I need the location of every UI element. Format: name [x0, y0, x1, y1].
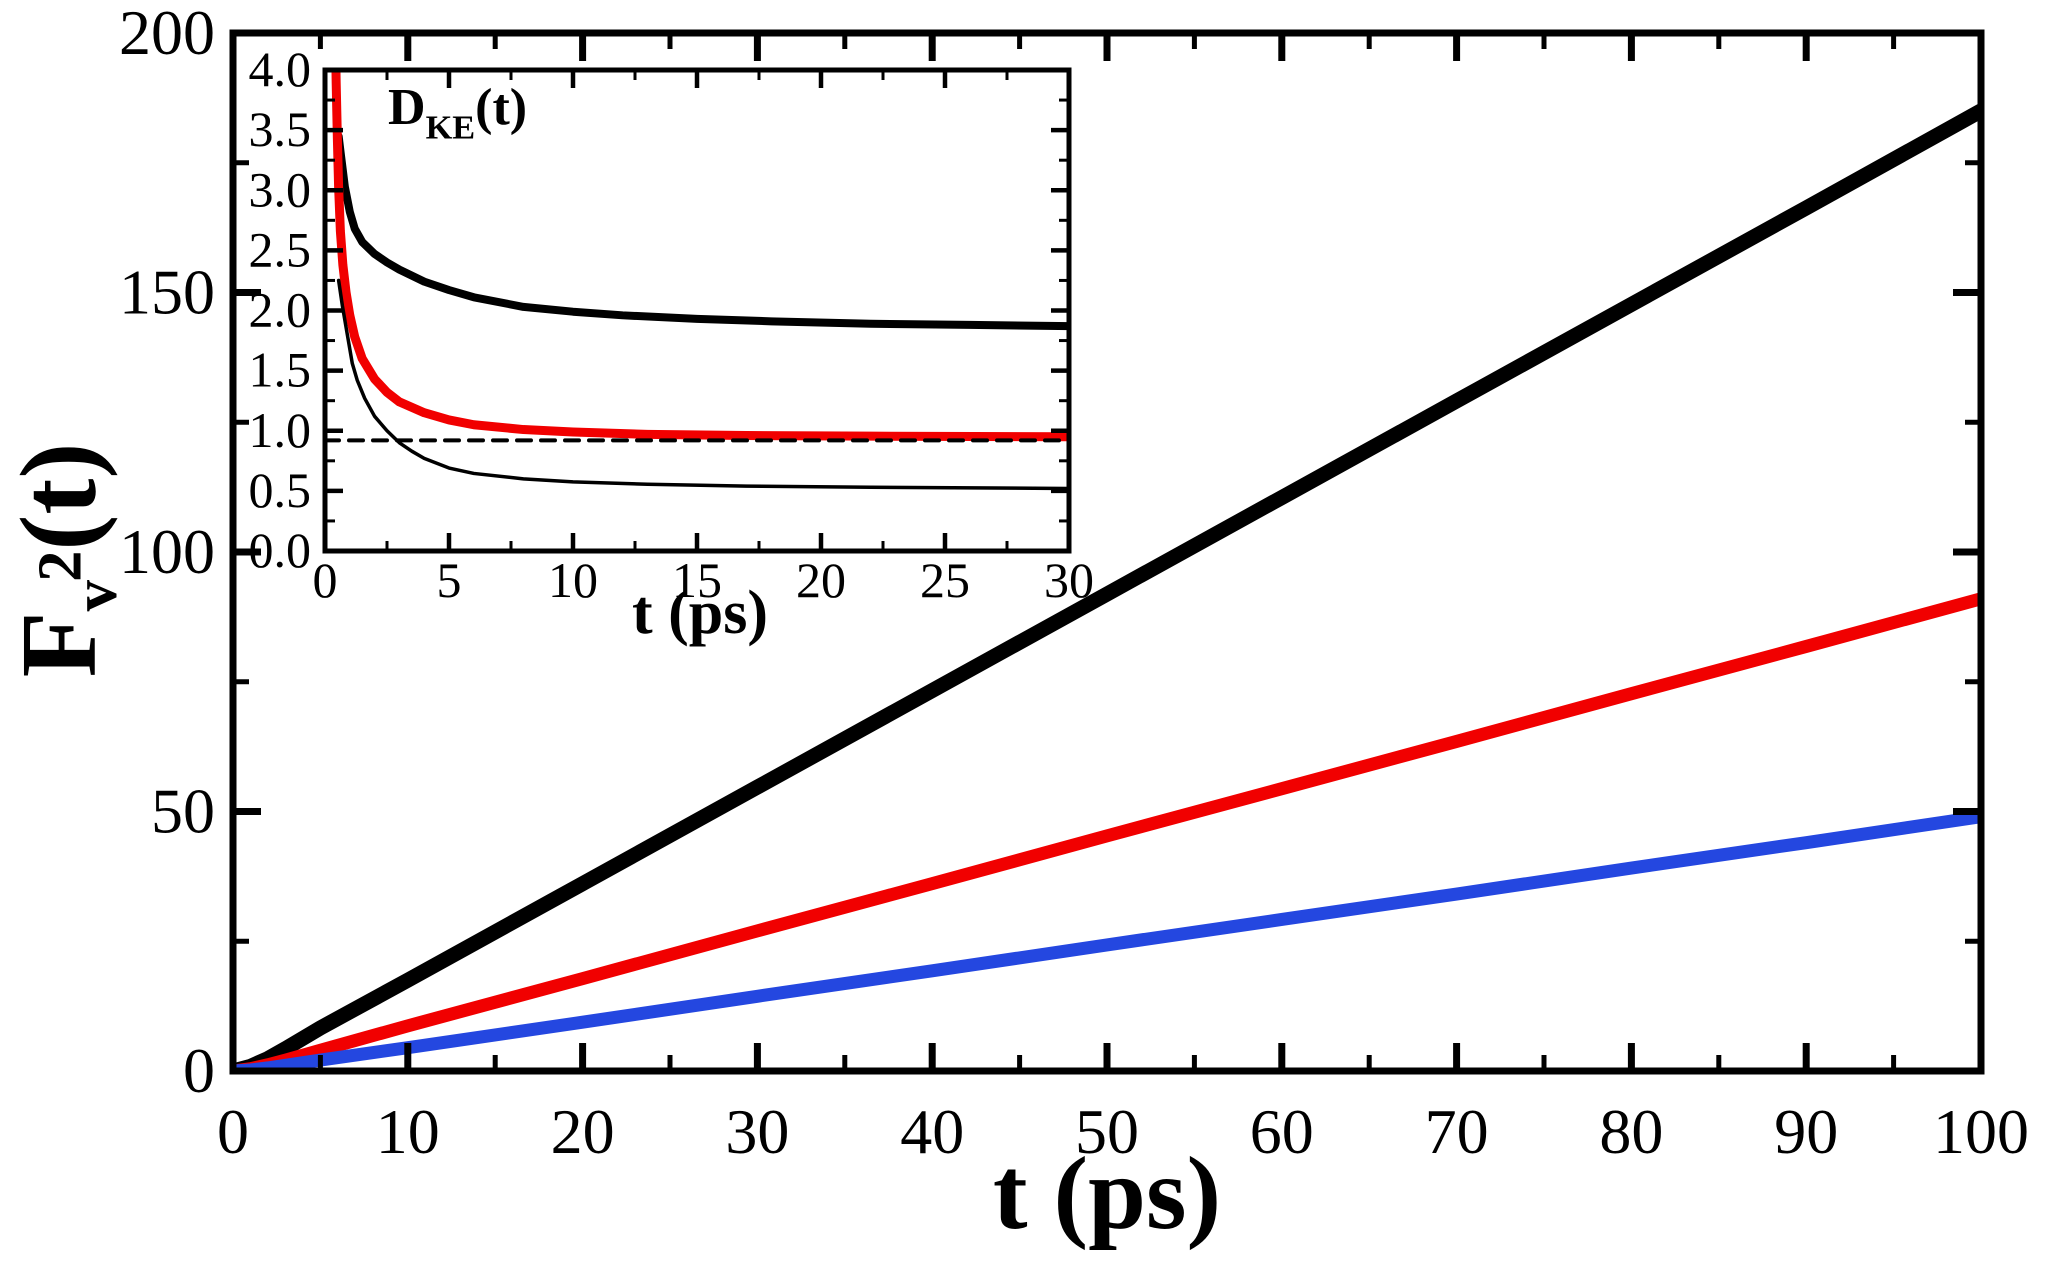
main-x-tick-label: 30 — [725, 1096, 789, 1167]
inset-chart: 0 5 10 15 20 25 30 0.00.51.01.52.02.53.03.54.0 — [249, 41, 1095, 608]
inset-y-tick-label: 3.0 — [249, 161, 312, 217]
main-x-tick-label: 70 — [1425, 1096, 1489, 1167]
main-series-group — [233, 103, 1981, 1071]
main-x-tick-label: 0 — [217, 1096, 249, 1167]
inset-x-tick-label: 30 — [1044, 552, 1094, 608]
inset-y-tick-label: 2.5 — [249, 221, 312, 277]
main-y-tick-label: 200 — [119, 0, 215, 68]
inset-x-tick-label: 25 — [920, 552, 970, 608]
main-y-tick-label: 150 — [119, 257, 215, 328]
main-x-tick-label: 80 — [1599, 1096, 1663, 1167]
main-y-tick-label: 100 — [119, 516, 215, 587]
inset-title: DKE(t) — [388, 82, 527, 145]
inset-title-base: D — [388, 79, 426, 136]
main-y-tick-label: 50 — [151, 776, 215, 847]
y-title-base: F — [0, 611, 119, 678]
main-x-tick-label: 20 — [551, 1096, 615, 1167]
main-x-tick-label: 50 — [1075, 1096, 1139, 1167]
inset-y-tick-label: 2.0 — [249, 282, 312, 338]
inset-y-tick-label: 4.0 — [249, 41, 312, 97]
main-x-tick-label: 40 — [900, 1096, 964, 1167]
inset-x-tick-label: 20 — [796, 552, 846, 608]
y-title-subscript: v — [59, 580, 130, 612]
inset-y-tick-label: 3.5 — [249, 101, 312, 157]
inset-y-tick-label: 1.0 — [249, 402, 312, 458]
main-x-tick-label: 10 — [376, 1096, 440, 1167]
inset-y-tick-label: 0.5 — [249, 462, 312, 518]
main-series-blue-line — [233, 810, 1981, 1071]
main-x-tick-label: 60 — [1250, 1096, 1314, 1167]
main-x-tick-label: 90 — [1774, 1096, 1838, 1167]
x-title-text: t (ps) — [992, 1136, 1222, 1251]
main-series-red-line — [233, 592, 1981, 1071]
inset-x-tick-label: 10 — [548, 552, 598, 608]
inset-title-subscript: KE — [425, 108, 476, 147]
main-x-axis-title: t (ps) — [993, 1142, 1221, 1246]
inset-series-thick-black-curve — [334, 132, 1069, 331]
inset-title-argument: (t) — [475, 79, 528, 136]
inset-series-red-curve — [331, 70, 1069, 442]
inset-x-tick-label: 0 — [313, 552, 338, 608]
inset-series-thin-black-curve — [336, 278, 1069, 491]
inset-y-tick-label: 0.0 — [249, 522, 312, 578]
main-y-axis-title: Fv2(t) — [0, 443, 130, 678]
inset-x-tick-label: 15 — [672, 552, 722, 608]
inset-y-tick-label: 1.5 — [249, 342, 312, 398]
inset-x-axis-title: t (ps) — [632, 582, 768, 644]
inset-series-group — [325, 70, 1069, 491]
inset-x-tick-label: 5 — [437, 552, 462, 608]
y-title-argument: (t) — [0, 442, 119, 551]
main-x-tick-label: 100 — [1933, 1096, 2029, 1167]
y-title-superscript: 2 — [24, 550, 95, 582]
main-series-black-line — [233, 103, 1981, 1071]
inset-x-title-text: t (ps) — [631, 579, 769, 647]
main-y-tick-label: 0 — [183, 1035, 215, 1106]
